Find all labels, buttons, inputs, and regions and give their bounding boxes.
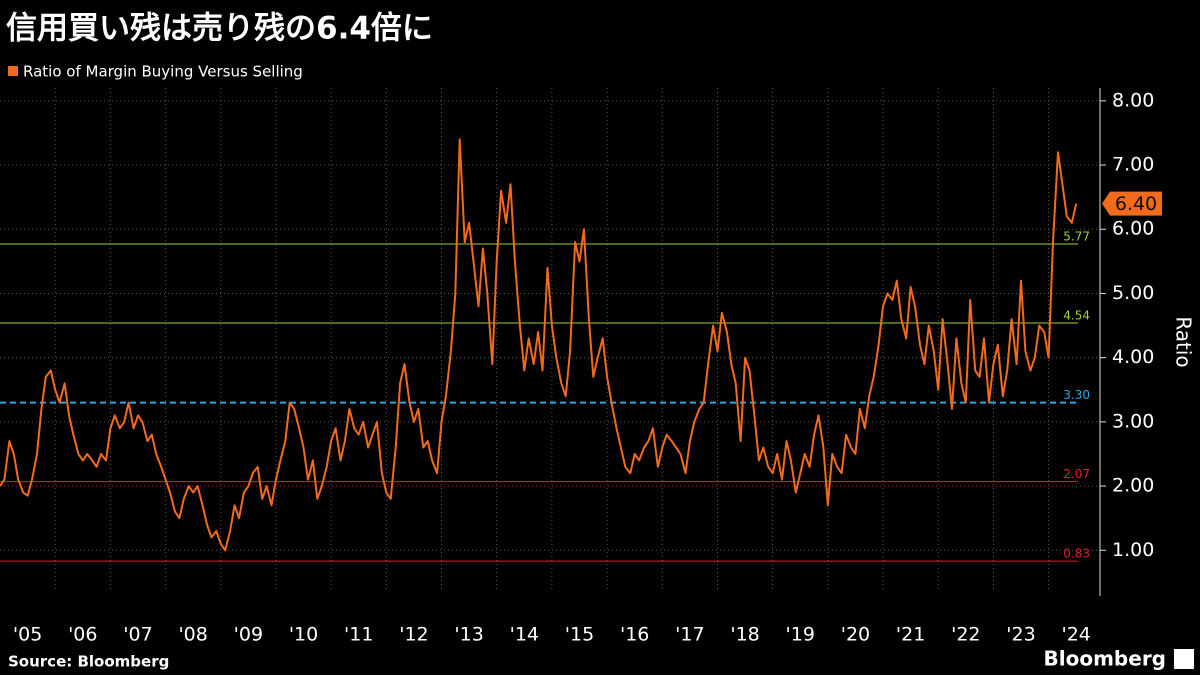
x-tick-label: '10	[289, 624, 318, 646]
x-tick-label: '21	[896, 624, 925, 646]
y-axis-label: Ratio	[1172, 316, 1196, 367]
legend-swatch	[8, 66, 18, 76]
last-value-label: 6.40	[1115, 193, 1157, 215]
x-tick-label: '16	[620, 624, 649, 646]
source: Source: Bloomberg	[8, 653, 169, 671]
x-tick-label: '23	[1006, 624, 1035, 646]
series-line	[0, 138, 1078, 552]
x-tick-label: '07	[123, 624, 152, 646]
y-tick-label: 6.00	[1112, 218, 1154, 240]
x-tick-label: '15	[565, 624, 594, 646]
y-tick-label: 7.00	[1112, 154, 1154, 176]
x-tick-label: '20	[841, 624, 870, 646]
last-value-box	[1102, 191, 1162, 216]
x-tick-label: '22	[951, 624, 980, 646]
x-tick-label: '12	[399, 624, 428, 646]
reference-label: 3.30	[1063, 388, 1090, 402]
y-tick-label: 8.00	[1112, 89, 1154, 111]
x-tick-label: '24	[1061, 624, 1090, 646]
x-tick-label: '05	[13, 624, 42, 646]
brand: Bloomberg	[1044, 647, 1166, 671]
chart-title: 信用買い残は売り残の6.4倍に	[6, 11, 433, 47]
x-tick-label: '18	[730, 624, 759, 646]
reference-label: 2.07	[1063, 467, 1090, 481]
x-tick-label: '13	[454, 624, 483, 646]
reference-label: 5.77	[1063, 230, 1090, 244]
y-tick-label: 4.00	[1112, 346, 1154, 368]
y-tick-label: 3.00	[1112, 410, 1154, 432]
x-tick-label: '17	[675, 624, 704, 646]
y-tick-label: 1.00	[1112, 539, 1154, 561]
x-tick-label: '11	[344, 624, 373, 646]
x-tick-label: '08	[178, 624, 207, 646]
reference-label: 4.54	[1063, 308, 1090, 322]
legend-label: Ratio of Margin Buying Versus Selling	[23, 63, 303, 81]
x-tick-label: '06	[68, 624, 97, 646]
brand-icon	[1174, 649, 1194, 669]
x-tick-label: '09	[234, 624, 263, 646]
x-tick-label: '14	[510, 624, 539, 646]
reference-label: 0.83	[1063, 547, 1090, 561]
y-tick-label: 2.00	[1112, 475, 1154, 497]
x-tick-label: '19	[786, 624, 815, 646]
y-tick-label: 5.00	[1112, 282, 1154, 304]
